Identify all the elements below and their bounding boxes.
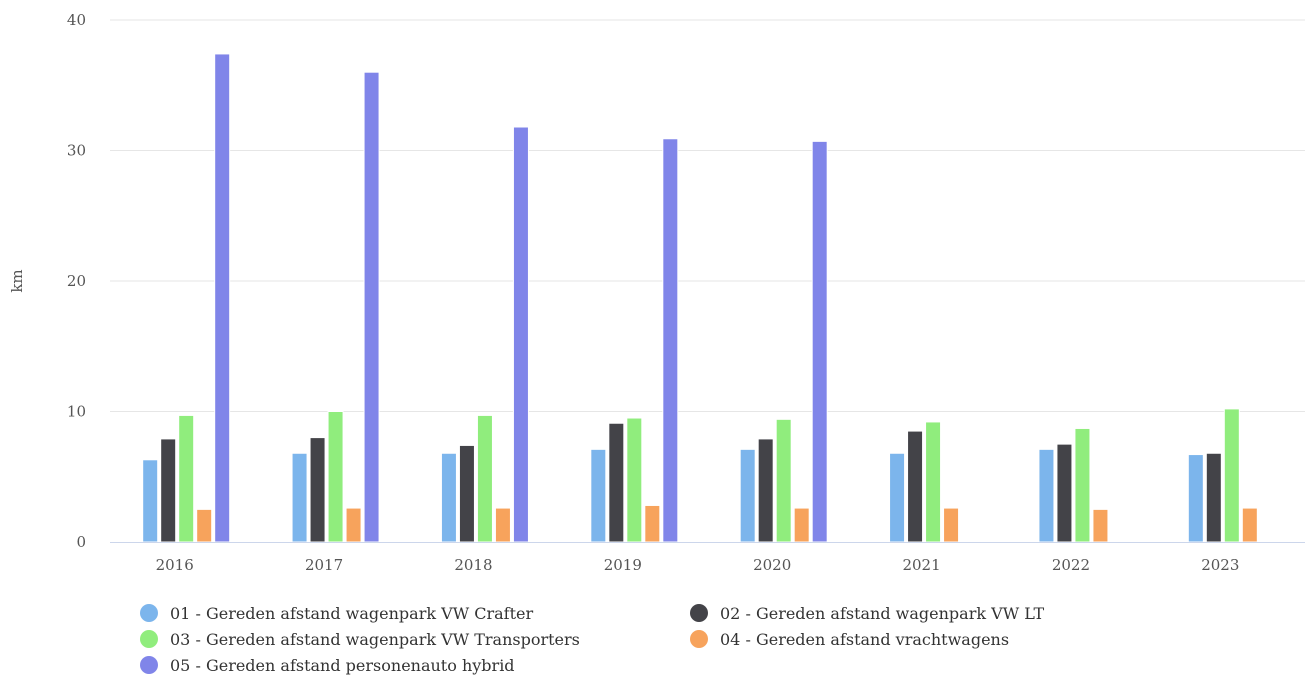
bar-series-1-2019 bbox=[590, 448, 607, 543]
legend-item[interactable]: 01 - Gereden afstand wagenpark VW Crafte… bbox=[140, 602, 690, 624]
x-tick-label: 2020 bbox=[753, 556, 791, 574]
bar-series-4-2020 bbox=[793, 507, 810, 543]
bar-series-3-2020 bbox=[775, 418, 792, 543]
bar-series-4-2023 bbox=[1241, 507, 1258, 543]
bars bbox=[142, 53, 1258, 543]
legend-item[interactable]: 05 - Gereden afstand personenauto hybrid bbox=[140, 654, 690, 676]
legend: 01 - Gereden afstand wagenpark VW Crafte… bbox=[140, 602, 1140, 676]
bar-series-2-2016 bbox=[160, 438, 177, 543]
x-tick-label: 2017 bbox=[305, 556, 343, 574]
y-tick-label: 10 bbox=[67, 403, 86, 421]
legend-swatch-icon bbox=[140, 656, 158, 674]
x-tick-label: 2021 bbox=[902, 556, 940, 574]
x-tick-label: 2023 bbox=[1201, 556, 1239, 574]
bar-series-4-2016 bbox=[196, 508, 213, 543]
bar-series-1-2017 bbox=[291, 452, 308, 543]
y-tick-label: 40 bbox=[67, 11, 86, 29]
bar-series-2-2023 bbox=[1205, 452, 1222, 543]
legend-label: 04 - Gereden afstand vrachtwagens bbox=[720, 629, 1010, 649]
legend-label: 03 - Gereden afstand wagenpark VW Transp… bbox=[170, 629, 580, 649]
bar-series-4-2018 bbox=[494, 507, 511, 543]
bar-series-5-2016 bbox=[214, 53, 231, 543]
bar-series-4-2021 bbox=[943, 507, 960, 543]
bar-series-5-2017 bbox=[363, 71, 380, 543]
bar-series-2-2021 bbox=[907, 430, 924, 543]
bar-series-2-2020 bbox=[757, 438, 774, 543]
bar-series-3-2017 bbox=[327, 411, 344, 543]
bar-series-3-2019 bbox=[626, 417, 643, 543]
bar-series-4-2017 bbox=[345, 507, 362, 543]
bar-series-5-2019 bbox=[662, 138, 679, 543]
y-tick-label: 0 bbox=[76, 533, 86, 551]
y-tick-label: 30 bbox=[67, 142, 86, 160]
y-tick-label: 20 bbox=[67, 272, 86, 290]
gridlines bbox=[110, 19, 1305, 412]
y-axis-label: km bbox=[8, 269, 26, 292]
x-tick-label: 2018 bbox=[454, 556, 492, 574]
bar-series-3-2023 bbox=[1223, 408, 1240, 543]
bar-series-1-2021 bbox=[889, 452, 906, 543]
legend-item[interactable]: 04 - Gereden afstand vrachtwagens bbox=[690, 628, 1140, 650]
bar-series-4-2019 bbox=[644, 504, 661, 543]
legend-item[interactable]: 02 - Gereden afstand wagenpark VW LT bbox=[690, 602, 1140, 624]
x-tick-label: 2016 bbox=[156, 556, 194, 574]
bar-series-2-2017 bbox=[309, 437, 326, 543]
bar-series-1-2022 bbox=[1038, 448, 1055, 543]
legend-label: 02 - Gereden afstand wagenpark VW LT bbox=[720, 603, 1045, 623]
bar-series-5-2018 bbox=[512, 126, 529, 543]
legend-swatch-icon bbox=[690, 630, 708, 648]
x-tick-label: 2019 bbox=[604, 556, 642, 574]
bar-series-1-2016 bbox=[142, 459, 159, 543]
bar-series-3-2022 bbox=[1074, 427, 1091, 543]
bar-series-1-2023 bbox=[1187, 454, 1204, 543]
bar-series-1-2020 bbox=[739, 448, 756, 543]
legend-label: 01 - Gereden afstand wagenpark VW Crafte… bbox=[170, 603, 534, 623]
legend-swatch-icon bbox=[140, 630, 158, 648]
bar-series-5-2020 bbox=[811, 140, 828, 543]
bar-series-2-2018 bbox=[458, 444, 475, 543]
legend-swatch-icon bbox=[140, 604, 158, 622]
bar-series-3-2018 bbox=[476, 414, 493, 543]
legend-item[interactable]: 03 - Gereden afstand wagenpark VW Transp… bbox=[140, 628, 690, 650]
bar-series-3-2016 bbox=[178, 414, 195, 543]
x-tick-label: 2022 bbox=[1052, 556, 1090, 574]
bar-series-2-2019 bbox=[608, 422, 625, 543]
bar-series-1-2018 bbox=[440, 452, 457, 543]
legend-label: 05 - Gereden afstand personenauto hybrid bbox=[170, 655, 515, 675]
x-axis-ticks: 2016 2017 2018 2019 2020 2021 2022 2023 bbox=[156, 556, 1240, 574]
legend-swatch-icon bbox=[690, 604, 708, 622]
y-axis-ticks: 0 10 20 30 40 bbox=[67, 11, 86, 551]
bar-series-3-2021 bbox=[925, 421, 942, 543]
bar-series-4-2022 bbox=[1092, 508, 1109, 543]
bar-series-2-2022 bbox=[1056, 443, 1073, 543]
